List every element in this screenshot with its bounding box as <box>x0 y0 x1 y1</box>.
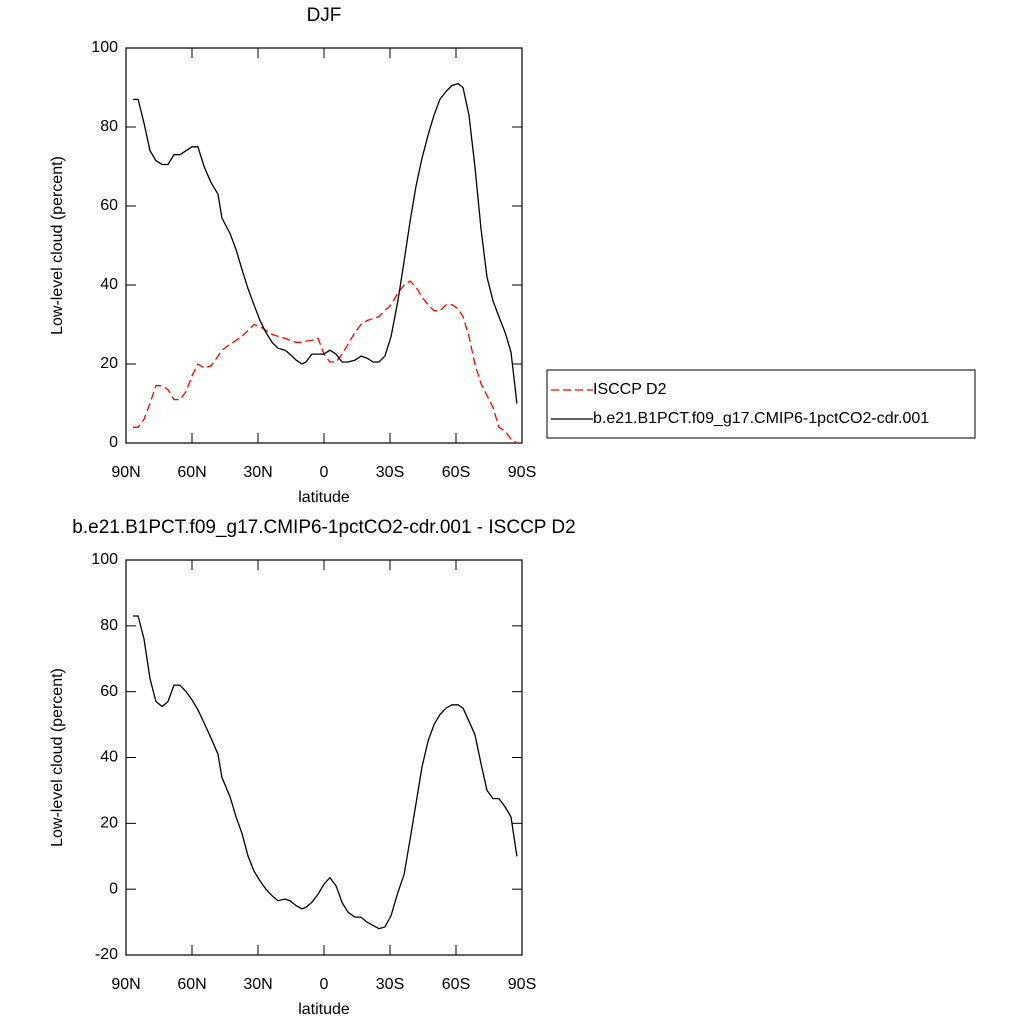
legend-box <box>546 369 976 439</box>
x-tick-label: 60S <box>442 976 470 993</box>
y-tick-label: 60 <box>100 197 118 214</box>
y-tick-label: 0 <box>109 880 118 897</box>
x-axis-label: latitude <box>298 1001 350 1018</box>
x-tick-label: 0 <box>320 464 329 481</box>
x-tick-label: 90S <box>508 976 536 993</box>
plot-frame <box>125 559 523 956</box>
line-series <box>133 280 518 444</box>
y-tick-label: 80 <box>100 617 118 634</box>
chart-title: DJF <box>307 5 342 26</box>
x-tick-label: 0 <box>320 976 329 993</box>
x-tick-label: 90N <box>111 976 140 993</box>
y-tick-label: 20 <box>100 355 118 372</box>
x-tick-label: 60S <box>442 464 470 481</box>
legend-label: b.e21.B1PCT.f09_g17.CMIP6-1pctCO2-cdr.00… <box>593 410 929 427</box>
y-axis-label: Low-level cloud (percent) <box>49 156 66 335</box>
y-tick-label: 20 <box>100 815 118 832</box>
x-tick-label: 30N <box>243 464 272 481</box>
y-tick-label: 40 <box>100 276 118 293</box>
x-tick-label: 30S <box>376 976 404 993</box>
plot-frame <box>125 47 523 444</box>
y-tick-label: 80 <box>100 118 118 135</box>
y-tick-label: 100 <box>91 551 118 568</box>
x-tick-label: 60N <box>177 464 206 481</box>
x-tick-label: 60N <box>177 976 206 993</box>
line-series <box>133 82 518 404</box>
legend-label: ISCCP D2 <box>593 381 667 398</box>
chart-title: b.e21.B1PCT.f09_g17.CMIP6-1pctCO2-cdr.00… <box>72 517 575 538</box>
x-tick-label: 30N <box>243 976 272 993</box>
y-tick-label: 60 <box>100 683 118 700</box>
y-tick-label: 100 <box>91 39 118 56</box>
x-tick-label: 30S <box>376 464 404 481</box>
line-series <box>133 615 518 930</box>
x-axis-label: latitude <box>298 489 350 506</box>
y-axis-label: Low-level cloud (percent) <box>49 668 66 847</box>
x-tick-label: 90S <box>508 464 536 481</box>
y-tick-label: 40 <box>100 749 118 766</box>
y-tick-label: 0 <box>109 434 118 451</box>
x-tick-label: 90N <box>111 464 140 481</box>
y-tick-label: -20 <box>95 946 118 963</box>
